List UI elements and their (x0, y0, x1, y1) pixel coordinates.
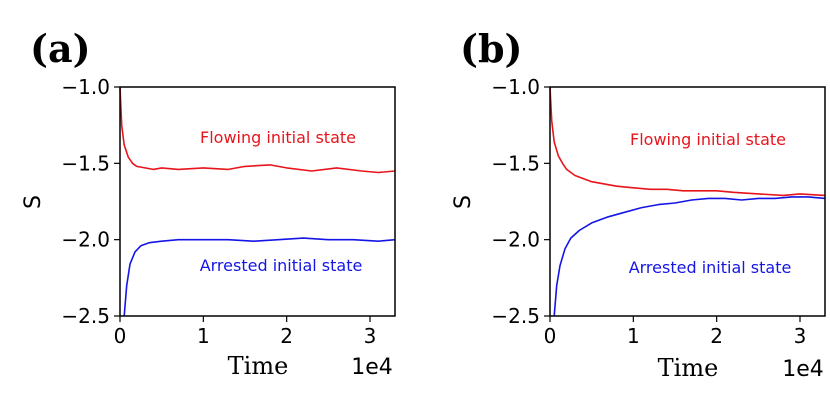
plot-frame-a (119, 86, 396, 317)
x-tick-label-a-0: 0 (114, 324, 127, 348)
y-axis-label-b: S (451, 195, 476, 209)
x-tick-label-a-3: 3 (364, 324, 377, 348)
y-tick-label-b-0: −2.5 (491, 304, 540, 328)
annotation-flowing-b: Flowing initial state (630, 130, 786, 149)
series-a (119, 86, 396, 317)
annotation-flowing-a: Flowing initial state (200, 128, 356, 147)
series-line-b-flowing (549, 86, 826, 197)
x-offset-text-a: 1e4 (351, 355, 393, 380)
x-offset-text-b: 1e4 (782, 357, 824, 382)
y-axis-label-a: S (21, 195, 46, 209)
y-tick-label-a-0: −2.5 (61, 304, 110, 328)
y-tick-label-b-3: −1.0 (491, 75, 540, 99)
series-line-b-arrested (553, 196, 826, 317)
y-tick-label-b-2: −1.5 (491, 151, 540, 175)
x-tick-label-a-1: 1 (197, 324, 210, 348)
plot-frame-b (549, 86, 826, 317)
y-tick-label-b-1: −2.0 (491, 228, 540, 252)
series-line-a-arrested (123, 237, 396, 317)
panel-b: (b) S Time 1e4 Flowing initial state Arr… (451, 26, 826, 382)
x-axis-label-b: Time (658, 354, 719, 382)
panel-label-b: (b) (460, 26, 523, 71)
y-tick-label-a-2: −1.5 (61, 151, 110, 175)
x-tick-label-b-2: 2 (710, 324, 723, 348)
y-tick-label-a-1: −2.0 (61, 228, 110, 252)
x-tick-label-b-3: 3 (794, 324, 807, 348)
y-tick-label-a-3: −1.0 (61, 75, 110, 99)
ticks-b: 0 1 2 3 −2.5 −2.0 −1.5 −1.0 (491, 75, 806, 348)
annotation-arrested-b: Arrested initial state (629, 258, 792, 277)
series-line-a-flowing (119, 86, 396, 174)
ticks-a: 0 1 2 3 −2.5 −2.0 −1.5 −1.0 (61, 75, 376, 348)
x-axis-label-a: Time (228, 352, 289, 380)
x-tick-label-b-1: 1 (627, 324, 640, 348)
x-tick-label-a-2: 2 (280, 324, 293, 348)
x-tick-label-b-0: 0 (544, 324, 557, 348)
series-b (549, 86, 826, 317)
panel-label-a: (a) (30, 26, 91, 71)
annotation-arrested-a: Arrested initial state (200, 256, 363, 275)
panel-a: (a) S Time 1e4 Flowing initial state Arr… (21, 26, 396, 380)
